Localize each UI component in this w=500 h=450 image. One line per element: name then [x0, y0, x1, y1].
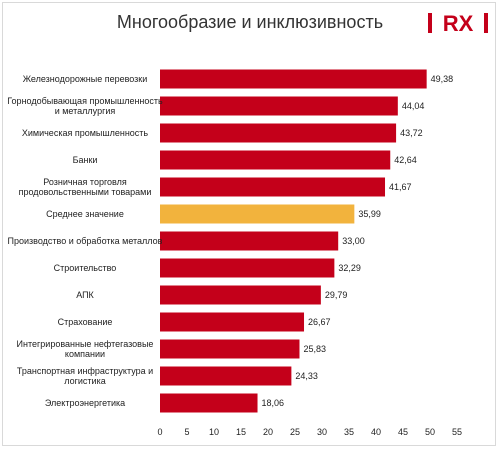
- category-label: Строительство: [54, 263, 117, 273]
- category-label: Производство и обработка металлов: [8, 236, 163, 246]
- bar: [160, 231, 339, 251]
- bar: [160, 312, 305, 332]
- value-label: 41,67: [389, 182, 412, 192]
- x-tick-label: 25: [290, 427, 300, 437]
- bar: [160, 96, 398, 116]
- x-tick-label: 20: [263, 427, 273, 437]
- x-tick-label: 40: [371, 427, 381, 437]
- rx-logo: RX: [428, 10, 488, 36]
- x-tick-label: 30: [317, 427, 327, 437]
- value-label: 43,72: [400, 128, 423, 138]
- x-tick-label: 45: [398, 427, 408, 437]
- value-label: 33,00: [342, 236, 365, 246]
- x-tick-label: 55: [452, 427, 462, 437]
- bar: [160, 123, 397, 143]
- value-label: 26,67: [308, 317, 331, 327]
- x-tick-label: 15: [236, 427, 246, 437]
- value-label: 18,06: [262, 398, 285, 408]
- value-label: 42,64: [394, 155, 417, 165]
- x-tick-label: 0: [157, 427, 162, 437]
- bar: [160, 69, 427, 89]
- category-label: Электроэнергетика: [45, 398, 125, 408]
- value-label: 44,04: [402, 101, 425, 111]
- x-tick-label: 10: [209, 427, 219, 437]
- bar: [160, 177, 386, 197]
- bar: [160, 204, 355, 224]
- value-label: 49,38: [431, 74, 454, 84]
- category-label: Розничная торговля продовольственными тов…: [19, 177, 152, 197]
- category-label: Железнодорожные перевозки: [23, 74, 148, 84]
- bar: [160, 285, 321, 305]
- value-label: 32,29: [338, 263, 361, 273]
- chart-frame: [2, 2, 496, 446]
- x-tick-label: 35: [344, 427, 354, 437]
- x-tick-label: 50: [425, 427, 435, 437]
- bar: [160, 339, 300, 359]
- category-label: Транспортная инфраструктура и логистика: [17, 366, 153, 386]
- bar: [160, 258, 335, 278]
- category-label: Горнодобывающая промышленность и металлур…: [7, 96, 163, 116]
- category-label: Химическая промышленность: [22, 128, 149, 138]
- bar: [160, 150, 391, 170]
- value-label: 35,99: [358, 209, 381, 219]
- svg-text:RX: RX: [443, 11, 474, 36]
- value-label: 29,79: [325, 290, 348, 300]
- x-tick-label: 5: [184, 427, 189, 437]
- value-label: 25,83: [303, 344, 326, 354]
- category-label: АПК: [76, 290, 94, 300]
- category-label: Страхование: [58, 317, 113, 327]
- category-label: Банки: [73, 155, 98, 165]
- category-label: Среднее значение: [46, 209, 124, 219]
- chart-title: Многообразие и инклюзивность: [116, 12, 384, 32]
- bar: [160, 393, 258, 413]
- value-label: 24,33: [295, 371, 318, 381]
- category-label: Интегрированные нефтегазовые компании: [17, 339, 154, 359]
- bar: [160, 366, 292, 386]
